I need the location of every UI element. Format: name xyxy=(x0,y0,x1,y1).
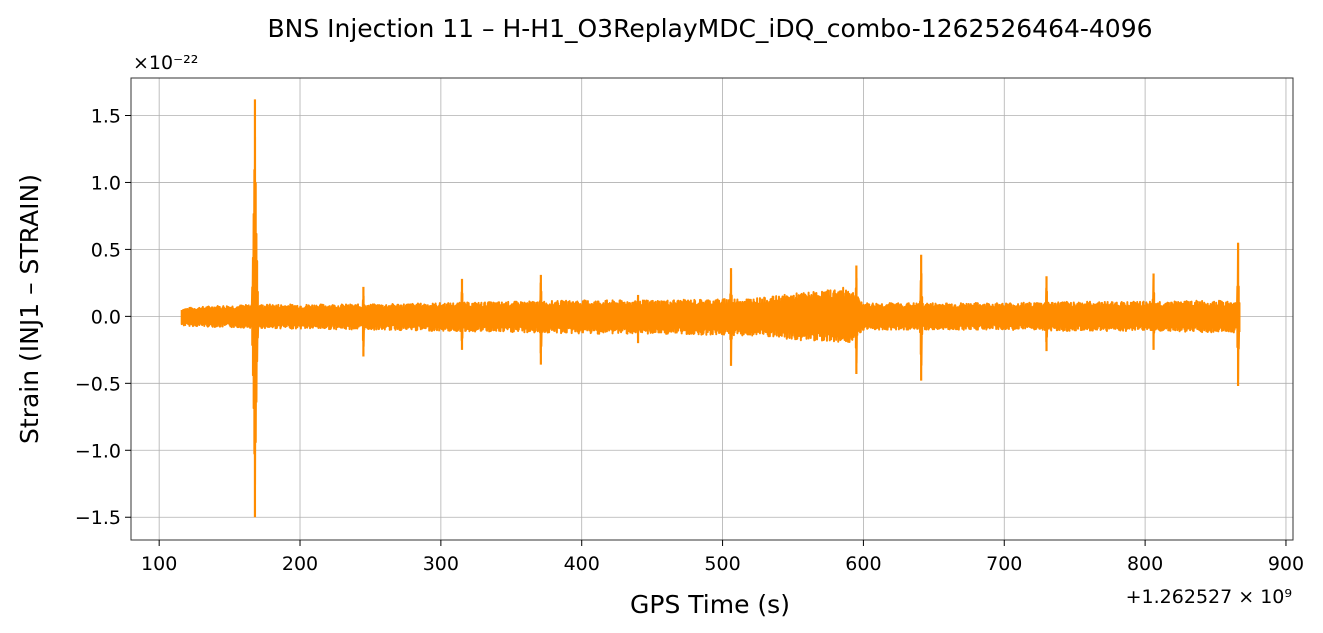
x-tick-label: 400 xyxy=(564,553,600,575)
x-tick-label: 100 xyxy=(141,553,177,575)
y-tick-label: −0.5 xyxy=(75,373,121,395)
y-multiplier-label: ×10⁻²² xyxy=(133,52,198,74)
y-tick-label: −1.5 xyxy=(75,507,121,529)
y-tick-label: 1.5 xyxy=(91,105,121,127)
x-tick-label: 200 xyxy=(282,553,318,575)
y-axis-ticks: −1.5 −1.0 −0.5 0.0 0.5 1.0 1.5 xyxy=(75,105,131,529)
x-offset-label: +1.262527 × 10⁹ xyxy=(1126,586,1292,608)
y-tick-label: 0.5 xyxy=(91,239,121,261)
x-axis-ticks: 100 200 300 400 500 600 700 800 900 xyxy=(141,540,1304,575)
y-tick-label: 1.0 xyxy=(91,172,121,194)
x-tick-label: 600 xyxy=(845,553,881,575)
chart-title: BNS Injection 11 – H-H1_O3ReplayMDC_iDQ_… xyxy=(267,14,1152,43)
y-tick-label: −1.0 xyxy=(75,440,121,462)
x-axis-label: GPS Time (s) xyxy=(630,590,790,619)
x-tick-label: 700 xyxy=(986,553,1022,575)
series-strain xyxy=(180,99,1241,518)
x-tick-label: 800 xyxy=(1127,553,1163,575)
x-tick-label: 900 xyxy=(1268,553,1304,575)
x-tick-label: 500 xyxy=(704,553,740,575)
plot-frame xyxy=(130,77,1294,541)
series-line xyxy=(180,136,1241,486)
x-tick-label: 300 xyxy=(423,553,459,575)
y-axis-label: Strain (INJ1 – STRAIN) xyxy=(15,174,44,444)
y-tick-label: 0.0 xyxy=(91,306,121,328)
